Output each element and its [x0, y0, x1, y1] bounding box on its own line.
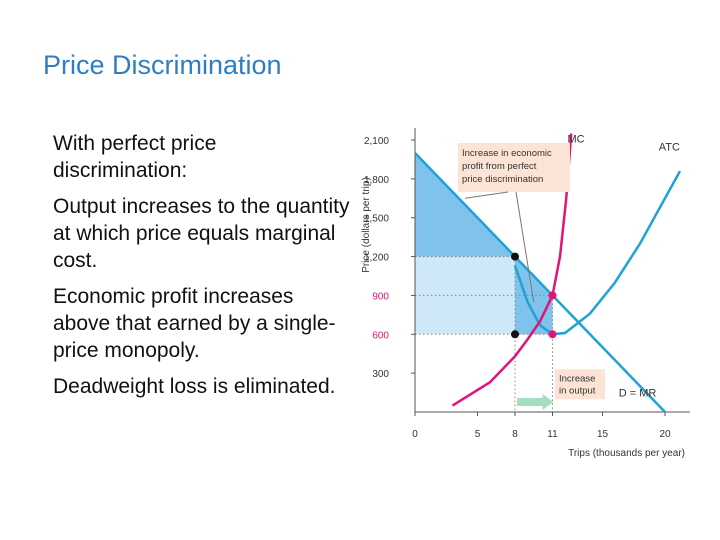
- atc-label: ATC: [659, 141, 680, 153]
- equilibrium-point: [548, 330, 557, 339]
- equilibrium-point: [511, 330, 519, 339]
- demand-label: D = MR: [619, 387, 657, 399]
- annotation-profit-text: Increase in economic: [462, 148, 552, 159]
- bullet-item: Economic profit increases above that ear…: [53, 285, 336, 362]
- demand-curve: [414, 152, 666, 413]
- output-arrow-shaft: [517, 398, 543, 406]
- annotation-output-text: in output: [559, 385, 596, 396]
- bullet-item: Deadweight loss is eliminated.: [53, 375, 336, 398]
- x-tick-label: 20: [659, 429, 671, 440]
- annotation-box-profit: Increase in economic profit from perfect…: [458, 143, 570, 192]
- equilibrium-point: [548, 291, 557, 300]
- annotation-box-output: Increase in output: [555, 369, 605, 400]
- y-tick-label: 1,800: [364, 175, 389, 186]
- y-tick-label: 600: [372, 330, 389, 341]
- slide-title: Price Discrimination: [43, 50, 282, 80]
- annotation-output-text: Increase: [559, 373, 595, 384]
- price-discrimination-chart: Increase in economic profit from perfect…: [361, 128, 690, 459]
- x-tick-label: 8: [512, 429, 518, 440]
- y-tick-label: 1,500: [364, 214, 389, 225]
- y-tick-label: 300: [372, 369, 389, 380]
- y-axis-label: Price (dollars per trip): [361, 177, 372, 273]
- x-tick-label: 0: [412, 429, 418, 440]
- annotation-profit-text: profit from perfect: [462, 161, 537, 172]
- bullet-list: With perfect price discrimination: Outpu…: [53, 130, 353, 409]
- output-arrow-head: [542, 394, 554, 410]
- x-tick-label: 5: [475, 429, 481, 440]
- equilibrium-point: [511, 252, 519, 261]
- x-tick-label: 11: [547, 429, 558, 440]
- annotation-leader: [515, 191, 535, 302]
- profit-area-above-price: [415, 152, 515, 257]
- mc-curve: [451, 133, 573, 407]
- y-tick-label: 2,100: [364, 136, 389, 147]
- annotation-leader: [464, 191, 509, 199]
- bullet-item: With perfect price discrimination:: [53, 132, 217, 182]
- x-tick-label: 15: [597, 429, 609, 440]
- profit-area-extra-output: [515, 256, 553, 335]
- x-axis-label: Trips (thousands per year): [568, 448, 685, 459]
- mc-label: MC: [568, 134, 585, 146]
- y-tick-label: 1,200: [364, 253, 389, 264]
- annotation-profit-text: price discrimination: [462, 174, 543, 185]
- bullet-item: Output increases to the quantity at whic…: [53, 195, 350, 272]
- y-tick-label: 900: [372, 291, 389, 302]
- atc-curve: [513, 170, 682, 336]
